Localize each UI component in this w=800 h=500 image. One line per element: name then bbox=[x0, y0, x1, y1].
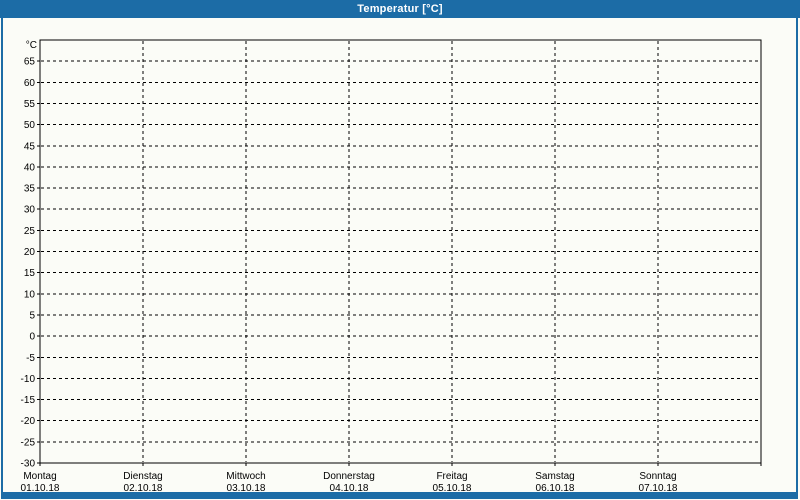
y-tick-label: 25 bbox=[24, 226, 36, 237]
y-tick-label: 15 bbox=[24, 268, 36, 279]
y-tick-label: -20 bbox=[21, 416, 36, 427]
x-day-label: Donnerstag bbox=[323, 471, 375, 482]
y-tick-label: -30 bbox=[21, 459, 36, 470]
y-tick-label: 0 bbox=[29, 332, 35, 343]
title-bar: Temperatur [°C] bbox=[0, 0, 800, 18]
window-border-right bbox=[796, 18, 798, 499]
y-tick-label: -5 bbox=[26, 353, 35, 364]
y-axis-unit-label: °C bbox=[26, 40, 37, 51]
x-day-label: Samstag bbox=[535, 471, 574, 482]
y-tick-label: 55 bbox=[24, 99, 36, 110]
y-tick-label: 20 bbox=[24, 247, 36, 258]
x-date-label: 06.10.18 bbox=[536, 483, 575, 492]
x-date-label: 03.10.18 bbox=[227, 483, 266, 492]
y-tick-label: 45 bbox=[24, 141, 36, 152]
y-tick-label: 40 bbox=[24, 162, 36, 173]
plot-border bbox=[39, 39, 762, 464]
x-day-label: Dienstag bbox=[123, 471, 162, 482]
x-day-label: Montag bbox=[23, 471, 56, 482]
x-date-label: 02.10.18 bbox=[124, 483, 163, 492]
y-tick-label: 30 bbox=[24, 205, 36, 216]
window-border-bottom bbox=[1, 492, 798, 499]
y-tick-label: 50 bbox=[24, 120, 36, 131]
temperature-chart: 65605550454035302520151050-5-10-15-20-25… bbox=[21, 39, 762, 492]
x-day-label: Mittwoch bbox=[226, 471, 265, 482]
window-title: Temperatur [°C] bbox=[357, 3, 443, 15]
x-date-label: 07.10.18 bbox=[639, 483, 678, 492]
x-date-label: 04.10.18 bbox=[330, 483, 369, 492]
x-day-label: Sonntag bbox=[639, 471, 676, 482]
x-day-label: Freitag bbox=[436, 471, 467, 482]
y-tick-label: -10 bbox=[21, 374, 36, 385]
y-tick-label: 5 bbox=[29, 310, 35, 321]
x-date-label: 05.10.18 bbox=[433, 483, 472, 492]
y-tick-label: 65 bbox=[24, 57, 36, 68]
y-tick-label: -15 bbox=[21, 395, 36, 406]
y-tick-label: 35 bbox=[24, 184, 36, 195]
x-date-label: 01.10.18 bbox=[21, 483, 60, 492]
y-tick-label: 60 bbox=[24, 78, 36, 89]
y-tick-label: -25 bbox=[21, 437, 36, 448]
window-border-left bbox=[1, 18, 3, 499]
y-tick-label: 10 bbox=[24, 289, 36, 300]
